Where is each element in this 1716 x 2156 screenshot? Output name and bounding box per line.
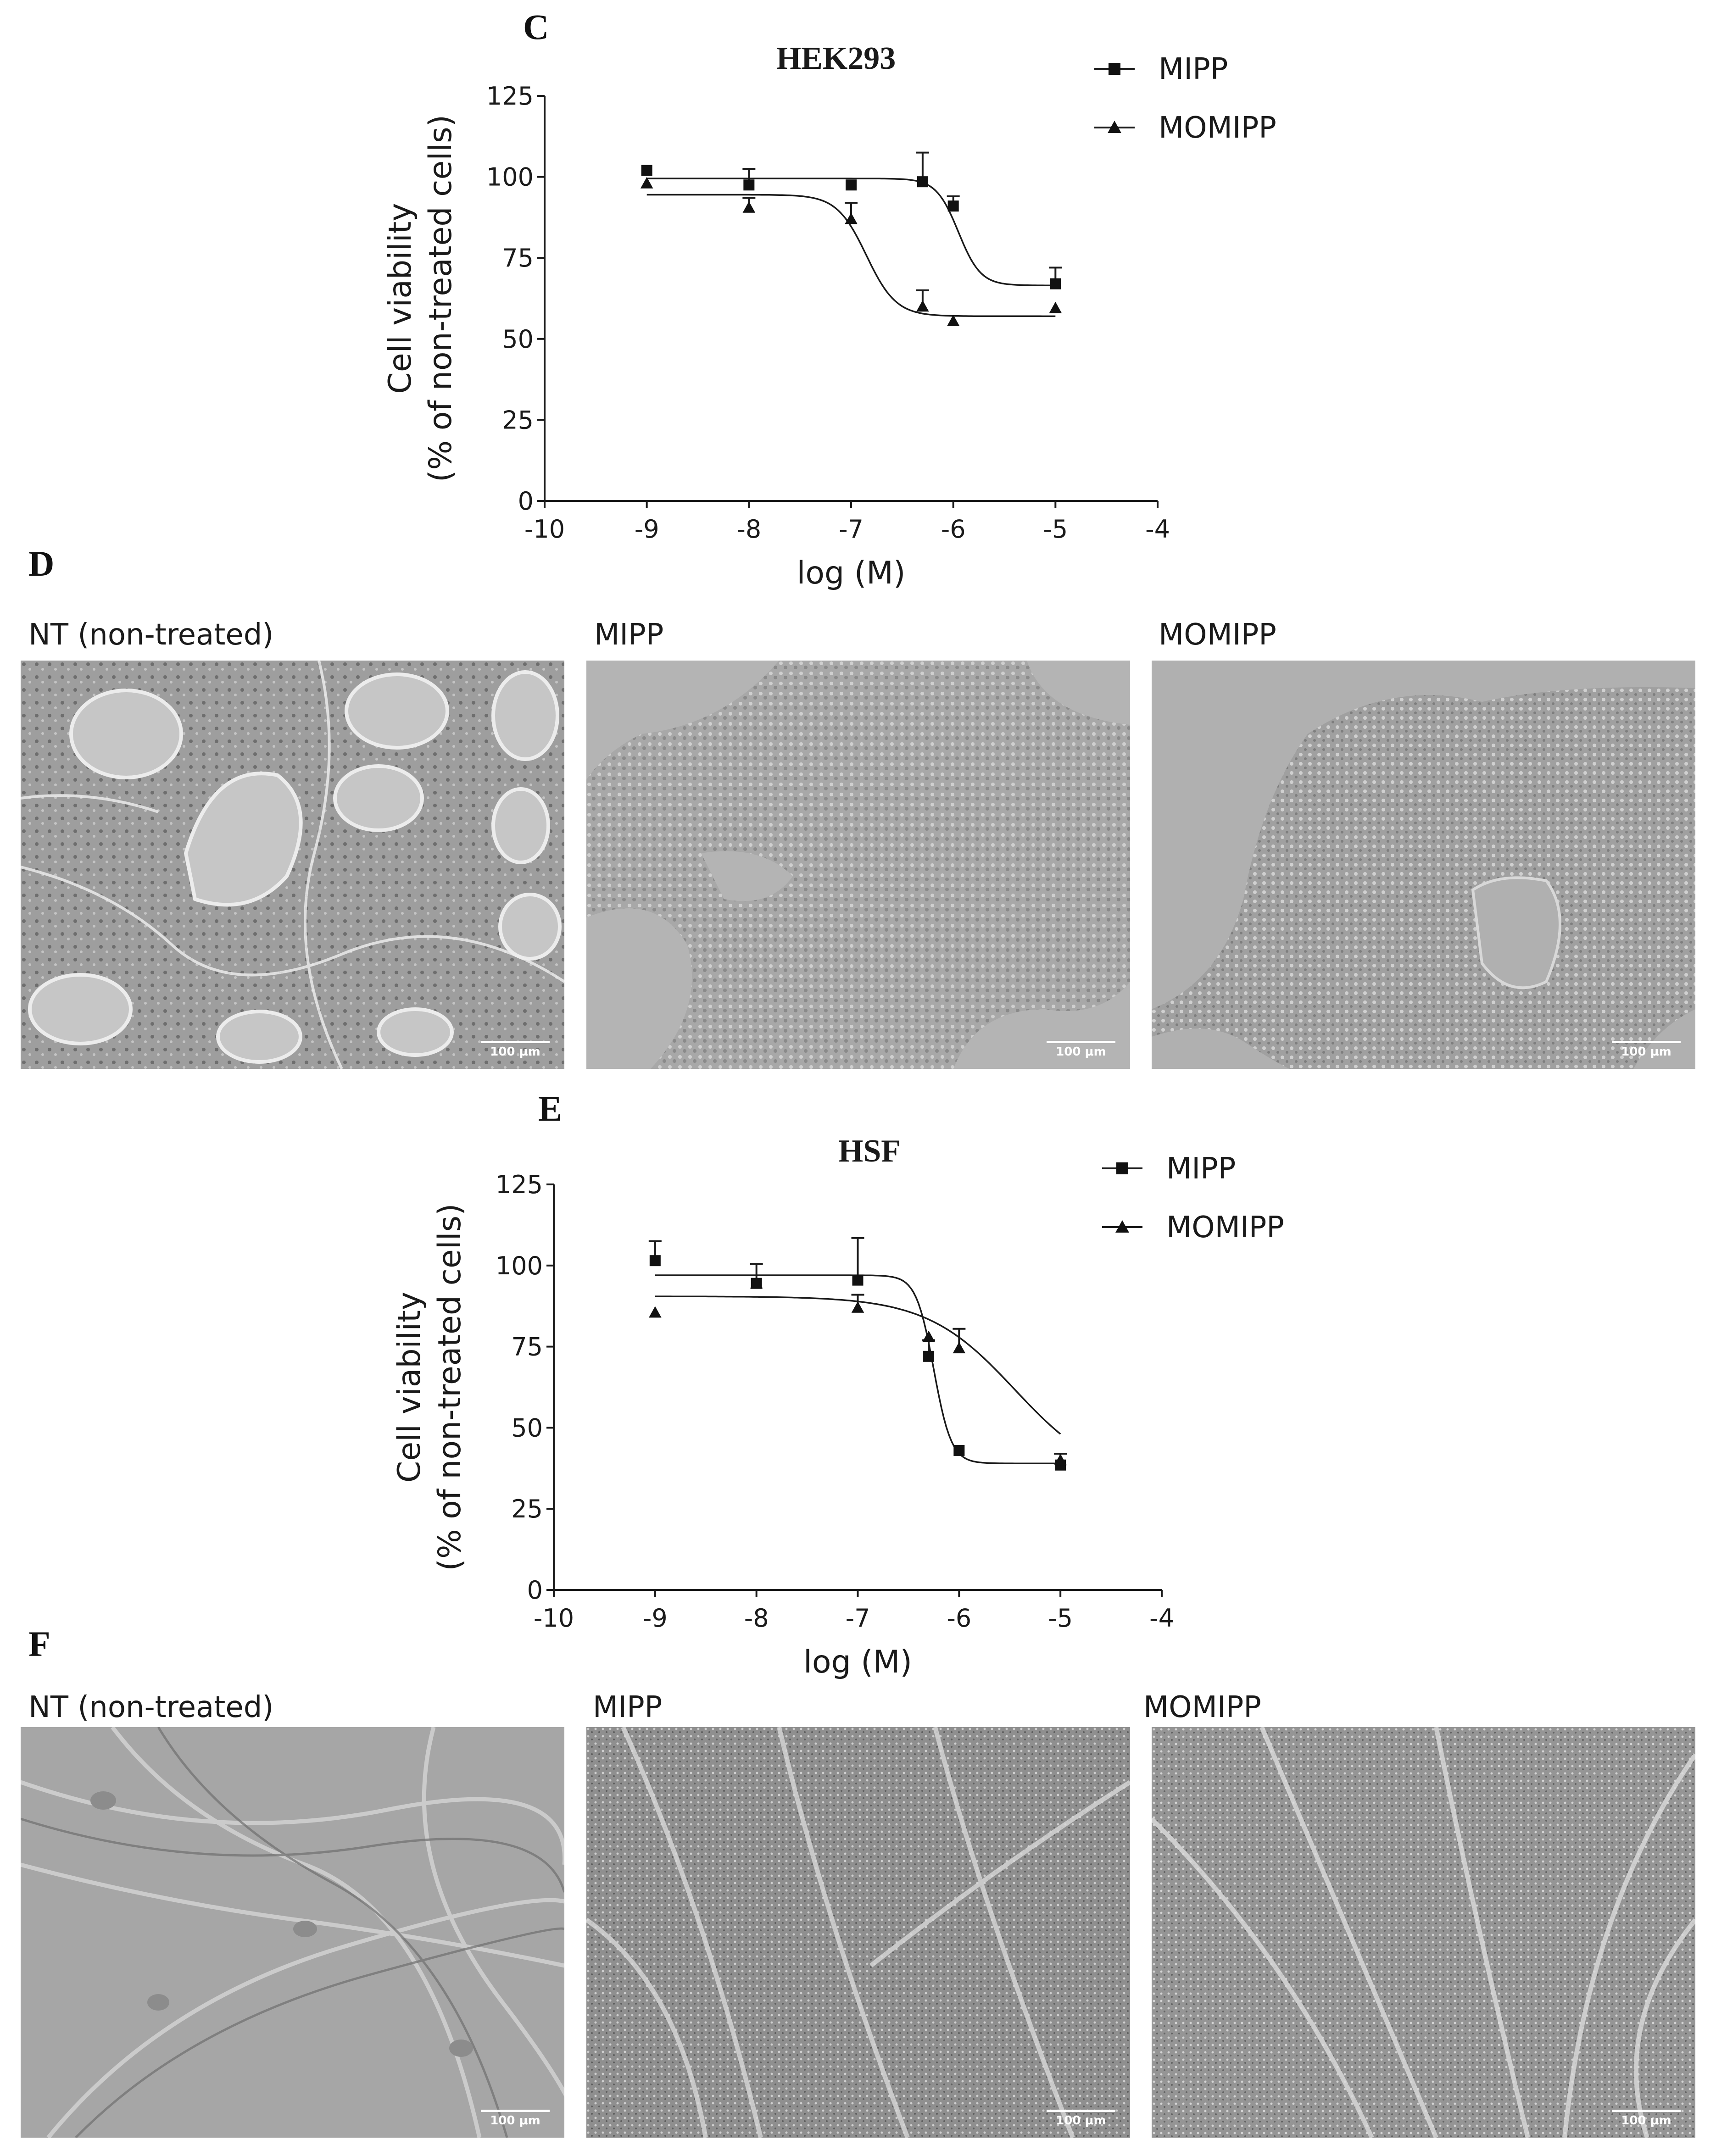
y-axis-label: Cell viability (% of non-treated cells)	[382, 115, 459, 482]
micrograph-hsf-mipp: 100 μm	[586, 1727, 1130, 2138]
data-point-mipp	[923, 1350, 935, 1362]
data-point-mipp	[852, 1274, 864, 1286]
x-tick-label: -5	[1048, 1604, 1073, 1633]
scale-bar-label: 100 μm	[1056, 2114, 1106, 2128]
scale-bar: 100 μm	[1612, 2110, 1681, 2128]
x-tick-label: -10	[524, 515, 565, 544]
micrograph-hek293-nt: 100 μm	[21, 661, 564, 1069]
panel-letter-f: F	[28, 1624, 50, 1664]
data-point-momipp	[916, 300, 929, 312]
legend-marker	[1109, 63, 1120, 75]
x-axis-label: log (M)	[797, 555, 905, 591]
legend-label: MOMIPP	[1166, 1211, 1284, 1245]
y-tick-label: 75	[502, 244, 534, 272]
chart-title: HEK293	[776, 41, 896, 76]
y-tick-label: 75	[511, 1333, 543, 1361]
y-tick-label: 25	[511, 1495, 543, 1523]
image-label-nt: NT (non-treated)	[28, 1690, 274, 1724]
y-axis-label-line: (% of non-treated cells)	[432, 1203, 468, 1571]
legend-marker	[1116, 1162, 1128, 1174]
x-tick-label: -7	[846, 1604, 870, 1633]
legend-label: MIPP	[1166, 1152, 1236, 1186]
data-point-mipp	[953, 1445, 965, 1456]
data-point-mipp	[846, 179, 857, 191]
y-axis-label-line: (% of non-treated cells)	[423, 115, 459, 482]
data-point-mipp	[649, 1255, 661, 1267]
data-point-mipp	[1050, 278, 1061, 289]
y-axis-label: Cell viability (% of non-treated cells)	[391, 1203, 468, 1571]
scale-bar: 100 μm	[1047, 1041, 1115, 1059]
legend-marker	[1108, 121, 1121, 133]
image-label-nt: NT (non-treated)	[28, 618, 274, 652]
x-tick-label: -6	[947, 1604, 971, 1633]
y-axis-label-line: Cell viability	[382, 203, 418, 394]
chart-title: HSF	[838, 1134, 901, 1169]
data-point-momipp	[742, 201, 756, 213]
y-axis-label-line: Cell viability	[391, 1292, 428, 1483]
legend-marker	[1115, 1220, 1129, 1233]
micrograph-hek293-mipp: 100 μm	[586, 661, 1130, 1069]
legend-label: MOMIPP	[1159, 111, 1276, 145]
y-tick-label: 100	[486, 163, 534, 192]
scale-bar-label: 100 μm	[490, 1045, 540, 1059]
data-point-momipp	[947, 315, 960, 326]
data-point-momipp	[845, 212, 858, 224]
data-point-momipp	[922, 1330, 935, 1342]
fit-curve-momipp	[646, 194, 1056, 317]
x-tick-label: -5	[1043, 515, 1068, 544]
x-tick-label: -4	[1149, 1604, 1174, 1633]
scale-bar: 100 μm	[1047, 2110, 1115, 2128]
data-point-momipp	[649, 1306, 662, 1318]
fit-curve-mipp	[646, 178, 1056, 286]
image-label-momipp: MOMIPP	[1143, 1690, 1261, 1724]
image-label-mipp: MIPP	[593, 1690, 663, 1724]
y-tick-label: 50	[511, 1413, 543, 1442]
x-tick-label: -7	[839, 515, 864, 544]
x-tick-label: -8	[744, 1604, 769, 1633]
scale-bar: 100 μm	[481, 1041, 550, 1059]
panel-letter-e: E	[538, 1089, 563, 1128]
data-point-mipp	[743, 179, 755, 191]
micrograph-hsf-nt: 100 μm	[21, 1727, 564, 2138]
x-tick-label: -10	[534, 1604, 574, 1633]
legend-label: MIPP	[1159, 52, 1228, 86]
data-point-momipp	[640, 177, 653, 189]
y-tick-label: 50	[502, 325, 534, 354]
x-tick-label: -9	[635, 515, 659, 544]
micrograph-hek293-momipp: 100 μm	[1152, 661, 1695, 1069]
scale-bar: 100 μm	[1612, 1041, 1681, 1059]
y-tick-label: 125	[496, 1170, 543, 1199]
data-point-momipp	[1049, 301, 1062, 313]
fit-curve-momipp	[655, 1295, 1061, 1435]
data-point-mipp	[917, 176, 928, 188]
data-point-momipp	[1054, 1454, 1067, 1466]
panel-letter-d: D	[28, 544, 55, 583]
x-axis-label: log (M)	[803, 1644, 912, 1680]
image-label-mipp: MIPP	[594, 618, 664, 652]
data-point-momipp	[851, 1301, 864, 1313]
scale-bar-label: 100 μm	[490, 2114, 540, 2128]
y-tick-label: 25	[502, 406, 534, 434]
scale-bar: 100 μm	[481, 2110, 550, 2128]
x-tick-label: -4	[1145, 515, 1170, 544]
scale-bar-label: 100 μm	[1056, 1045, 1106, 1059]
x-tick-label: -9	[643, 1604, 668, 1633]
data-point-momipp	[750, 1277, 763, 1289]
scale-bar-label: 100 μm	[1621, 1045, 1671, 1059]
micrograph-hsf-momipp: 100 μm	[1152, 1727, 1695, 2138]
data-point-mipp	[641, 165, 652, 176]
image-label-momipp: MOMIPP	[1159, 618, 1276, 652]
panel-letter-c: C	[523, 7, 549, 47]
y-tick-label: 0	[518, 487, 534, 516]
data-point-momipp	[953, 1342, 966, 1354]
chart-hek293: HEK293 0 25 50 75 100 125 -10 -9 -8 -7 -6 -5 -4 log (M…	[382, 41, 1276, 591]
chart-hsf: HSF 0 25 50 75 100 125 -10 -9 -8 -7 -6 -5 -4 log (M) Ce…	[391, 1134, 1284, 1680]
x-tick-label: -6	[941, 515, 966, 544]
x-tick-label: -8	[736, 515, 761, 544]
data-point-mipp	[947, 200, 959, 212]
y-tick-label: 100	[496, 1251, 543, 1280]
scale-bar-label: 100 μm	[1621, 2114, 1671, 2128]
y-tick-label: 0	[527, 1576, 543, 1605]
y-tick-label: 125	[486, 82, 534, 111]
